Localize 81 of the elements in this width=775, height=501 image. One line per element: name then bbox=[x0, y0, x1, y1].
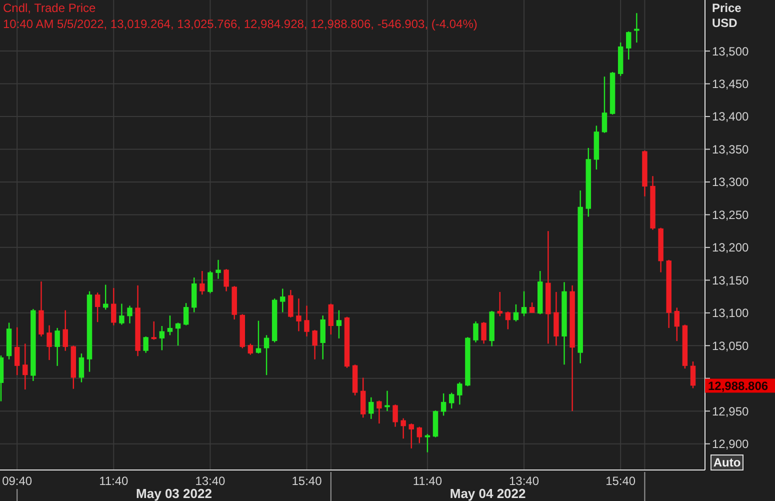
x-tick-label: 11:40 bbox=[99, 474, 129, 488]
candlestick bbox=[280, 288, 286, 313]
y-tick-label: 13,250 bbox=[712, 208, 750, 222]
candlestick bbox=[521, 290, 527, 317]
chart-title: Cndl, Trade Price bbox=[3, 1, 96, 15]
candlestick bbox=[690, 360, 696, 389]
candlestick bbox=[183, 302, 189, 326]
candlestick bbox=[320, 314, 326, 360]
candlestick bbox=[481, 321, 486, 344]
y-tick-label: 13,050 bbox=[712, 338, 750, 353]
candlestick bbox=[224, 268, 229, 292]
candlestick bbox=[264, 334, 270, 376]
candlestick bbox=[111, 287, 116, 326]
y-tick-label: 13,100 bbox=[712, 306, 750, 320]
y-tick-label: 13,150 bbox=[712, 273, 750, 288]
x-tick-label: 15:40 bbox=[606, 474, 636, 488]
y-tick-label: 13,300 bbox=[712, 175, 750, 190]
y-tick-label: 13,400 bbox=[712, 110, 750, 124]
candlestick bbox=[304, 305, 310, 338]
candlestick bbox=[143, 336, 148, 354]
candlestick bbox=[529, 302, 535, 314]
candlestick bbox=[674, 307, 680, 342]
x-tick-label: 11:40 bbox=[412, 474, 442, 488]
candlestick bbox=[208, 270, 213, 294]
candlestick bbox=[473, 320, 478, 343]
text: May 04 2022 bbox=[450, 486, 526, 501]
y-tick-label: 13,500 bbox=[712, 44, 750, 58]
y-tick-label: 13,450 bbox=[712, 76, 750, 91]
x-tick-label: 15:40 bbox=[292, 474, 322, 488]
y-tick-label: 12,950 bbox=[712, 404, 750, 418]
candlestick bbox=[457, 382, 462, 406]
candlestick bbox=[440, 392, 446, 416]
candlestick bbox=[448, 392, 454, 410]
x-tick-label: 13:40 bbox=[509, 474, 540, 488]
candlestick bbox=[505, 310, 511, 330]
candlestick bbox=[312, 329, 318, 360]
candlestick bbox=[216, 259, 221, 280]
candlestick bbox=[102, 284, 108, 310]
candlestick bbox=[54, 327, 60, 367]
candlestick bbox=[360, 377, 366, 418]
candlestick bbox=[513, 304, 519, 322]
candlestick bbox=[159, 325, 165, 351]
candlestick bbox=[200, 270, 205, 296]
candlestick bbox=[78, 352, 84, 383]
candlestick bbox=[376, 400, 382, 424]
candlestick bbox=[408, 422, 414, 449]
candlestick bbox=[256, 320, 262, 354]
candlestick bbox=[46, 324, 52, 361]
x-tick-label: 13:40 bbox=[195, 474, 226, 488]
candlestick bbox=[127, 305, 132, 324]
candlestick bbox=[336, 310, 342, 340]
candlestick bbox=[400, 418, 406, 440]
candlestick bbox=[602, 76, 608, 134]
candlestick bbox=[119, 303, 124, 326]
candlestick bbox=[248, 343, 254, 356]
candlestick bbox=[368, 396, 374, 420]
candlestick bbox=[288, 289, 294, 318]
y-tick-label: 13,350 bbox=[712, 142, 750, 156]
text: May 03 2022 bbox=[136, 486, 212, 501]
candlestick bbox=[151, 320, 156, 340]
text: 12,988.806 bbox=[708, 379, 768, 394]
candlestick bbox=[14, 326, 20, 376]
candlestick bbox=[22, 343, 28, 390]
candlestick bbox=[626, 30, 632, 60]
y-tick-label: 13,200 bbox=[712, 240, 750, 255]
candlestick bbox=[328, 303, 334, 336]
candlestick bbox=[296, 298, 302, 332]
candlestick bbox=[634, 12, 640, 44]
x-tick-label: 09:40 bbox=[2, 474, 32, 488]
y-axis-title: Price USD bbox=[712, 1, 742, 30]
candlestick bbox=[497, 291, 502, 317]
candlestick bbox=[416, 426, 422, 444]
candlestick bbox=[62, 310, 68, 352]
candlestick bbox=[167, 314, 173, 336]
candlestick bbox=[175, 322, 181, 346]
candlestick bbox=[94, 292, 100, 323]
candlestick bbox=[392, 404, 398, 428]
text: 10:40 AM 5/5/2022, 13,019.264, 13,025.766, 12,984.928, 12,988.806, -546.903, (-4.04%) bbox=[3, 17, 478, 31]
candlestick bbox=[424, 433, 430, 453]
y-tick-label: 12,900 bbox=[712, 437, 750, 452]
candlestick bbox=[384, 390, 390, 412]
